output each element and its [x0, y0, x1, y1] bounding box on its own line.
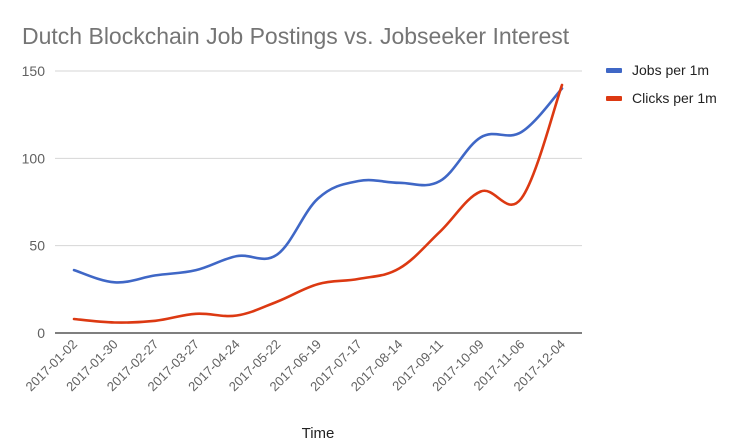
legend: Jobs per 1m Clicks per 1m [606, 62, 717, 106]
series-line-clicks-per-1m [72, 83, 564, 324]
grid [55, 70, 582, 334]
y-tick-label: 150 [22, 63, 46, 79]
legend-swatch-clicks-per-1m [606, 96, 622, 101]
y-tick-label: 100 [22, 150, 46, 166]
legend-label-clicks-per-1m: Clicks per 1m [632, 90, 717, 106]
y-tick-label: 50 [29, 238, 45, 254]
x-axis: 2017-01-022017-01-302017-02-272017-03-27… [22, 337, 568, 395]
legend-swatch-jobs-per-1m [606, 68, 622, 73]
x-axis-title: Time [302, 425, 335, 442]
y-tick-label: 0 [37, 325, 45, 341]
plot-area [72, 83, 564, 324]
y-axis: 0 50 100 150 [22, 63, 46, 341]
chart-title: Dutch Blockchain Job Postings vs. Jobsee… [22, 23, 570, 49]
legend-label-jobs-per-1m: Jobs per 1m [632, 62, 709, 78]
series-line-jobs-per-1m [72, 87, 564, 284]
